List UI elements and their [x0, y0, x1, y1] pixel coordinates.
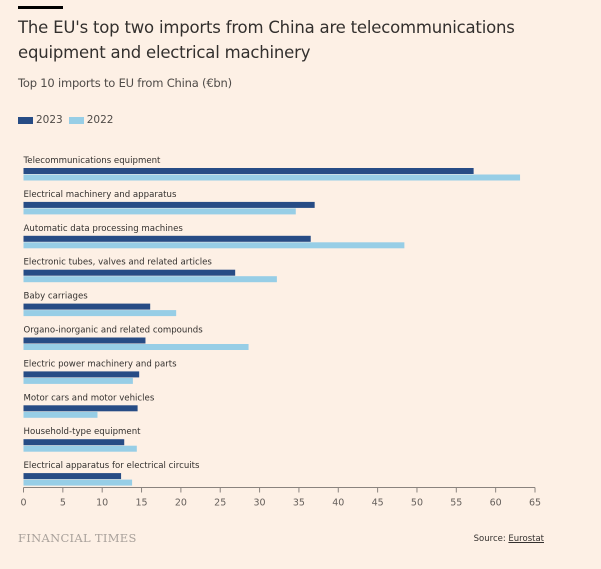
bar-2022 — [23, 208, 296, 215]
category-label: Baby carriages — [24, 292, 89, 302]
bar-2023 — [23, 371, 140, 378]
source-prefix: Source: — [473, 534, 509, 544]
x-tick-label: 25 — [214, 498, 226, 509]
bar-2022 — [23, 310, 177, 317]
x-tick-label: 35 — [293, 498, 305, 509]
bar-2023 — [23, 303, 151, 310]
category-label: Organo-inorganic and related compounds — [24, 326, 204, 336]
x-tick-label: 0 — [20, 498, 26, 509]
legend-item-2022: 2022 — [68, 114, 114, 126]
category-label: Electrical machinery and apparatus — [24, 190, 177, 200]
x-tick-label: 10 — [96, 498, 108, 509]
legend-item-2023: 2023 — [18, 114, 63, 126]
title-accent-bar — [18, 6, 63, 9]
category-label: Household-type equipment — [24, 427, 142, 437]
category-label: Electric power machinery and parts — [24, 359, 178, 369]
bar-2022 — [23, 174, 521, 181]
x-tick-label: 40 — [332, 498, 344, 509]
x-tick-label: 50 — [411, 498, 423, 509]
bar-2022 — [23, 479, 133, 486]
bar-2022 — [23, 276, 277, 283]
category-label: Automatic data processing machines — [24, 224, 184, 234]
bar-2023 — [23, 405, 138, 412]
bar-2023 — [23, 473, 122, 480]
x-tick-label: 55 — [450, 498, 462, 509]
legend-label-2022: 2022 — [86, 114, 114, 126]
x-tick-label: 30 — [254, 498, 266, 509]
bar-2023 — [23, 235, 311, 242]
bar-2022 — [23, 242, 405, 249]
x-tick-label: 60 — [490, 498, 502, 509]
bar-2022 — [23, 411, 98, 418]
x-tick-label: 20 — [175, 498, 187, 509]
x-tick-label: 45 — [372, 498, 384, 509]
bar-2023 — [23, 337, 146, 344]
category-label: Electrical apparatus for electrical circ… — [24, 461, 201, 471]
x-tick-label: 65 — [529, 498, 541, 509]
bar-2023 — [23, 201, 315, 208]
bar-2023 — [23, 168, 474, 174]
bar-2023 — [23, 439, 125, 446]
legend-swatch-2023 — [18, 116, 33, 124]
x-tick-label: 5 — [60, 498, 66, 509]
legend-swatch-2022 — [68, 116, 84, 124]
bar-2022 — [23, 344, 249, 350]
bar-2022 — [23, 377, 133, 384]
category-label: Motor cars and motor vehicles — [24, 393, 155, 403]
chart-subtitle: Top 10 imports to EU from China (€bn) — [18, 76, 232, 90]
category-label: Electronic tubes, valves and related art… — [24, 258, 213, 268]
source-note: Source: Eurostat — [474, 534, 544, 544]
x-tick-label: 15 — [135, 498, 147, 509]
category-label: Telecommunications equipment — [23, 156, 162, 166]
ft-logo: FINANCIAL TIMES — [18, 531, 137, 545]
legend: 2023 2022 — [18, 114, 119, 126]
chart-title: The EU's top two imports from China are … — [18, 18, 515, 62]
bar-2022 — [23, 445, 137, 452]
legend-label-2023: 2023 — [36, 114, 63, 126]
bar-2023 — [23, 269, 236, 276]
source-link[interactable]: Eurostat — [508, 534, 544, 544]
